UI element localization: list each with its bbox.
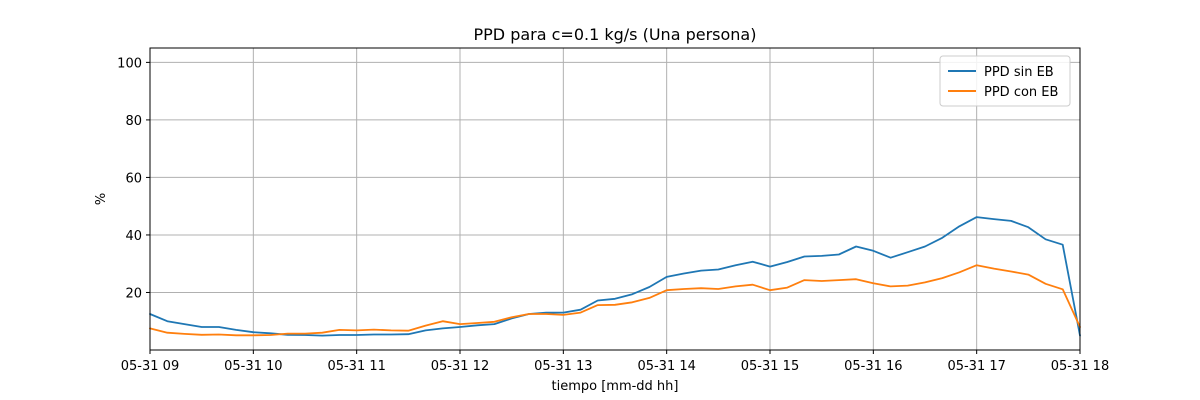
- y-axis-label: %: [94, 193, 109, 205]
- chart-title: PPD para c=0.1 kg/s (Una persona): [474, 25, 757, 44]
- y-tick-label: 20: [125, 286, 142, 301]
- legend-box: [939, 55, 1071, 107]
- axes: 05-31 09 05-31 10 05-31 11 05-31 12 05-31 13…: [117, 56, 1109, 374]
- x-tick-label: 05-31 12: [431, 359, 489, 374]
- legend-label: PPD con EB: [984, 85, 1058, 100]
- legend: PPD sin EB PPD con EB: [939, 55, 1071, 107]
- x-tick-label: 05-31 14: [637, 359, 695, 374]
- x-tick-label: 05-31 15: [741, 359, 799, 374]
- x-tick-label: 05-31 13: [534, 359, 592, 374]
- series-layer: [149, 216, 1081, 337]
- x-tick-label: 05-31 18: [1051, 359, 1109, 374]
- series-line-1: [149, 216, 1081, 337]
- x-tick-label: 05-31 16: [844, 359, 902, 374]
- legend-label: PPD sin EB: [984, 65, 1054, 80]
- y-tick-label: 100: [117, 56, 142, 71]
- y-tick-label: 80: [125, 114, 142, 129]
- x-tick-label: 05-31 09: [121, 359, 179, 374]
- x-tick-label: 05-31 10: [224, 359, 282, 374]
- x-tick-label: 05-31 11: [327, 359, 385, 374]
- y-tick-label: 40: [125, 229, 142, 244]
- x-tick-label: 05-31 17: [947, 359, 1005, 374]
- y-tick-label: 60: [125, 171, 142, 186]
- series-line-2: [149, 264, 1081, 337]
- plot-area-frame: [149, 47, 1081, 351]
- x-axis-label: tiempo [mm-dd hh]: [552, 379, 679, 394]
